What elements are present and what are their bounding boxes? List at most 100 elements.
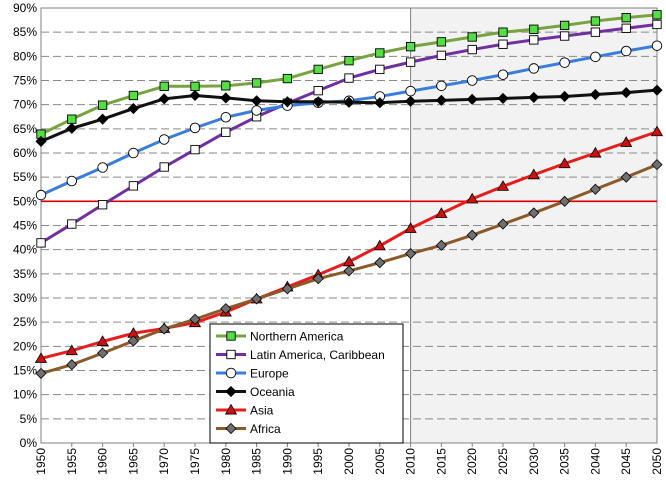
data-point bbox=[652, 10, 662, 20]
y-tick-label: 35% bbox=[13, 267, 37, 281]
legend-swatch-marker bbox=[225, 422, 237, 435]
x-tick-label: 1975 bbox=[188, 448, 202, 475]
data-point bbox=[497, 69, 509, 80]
y-tick-label: 45% bbox=[13, 219, 37, 233]
data-point bbox=[528, 91, 540, 103]
y-tick-label: 0% bbox=[20, 436, 38, 450]
data-point bbox=[620, 136, 633, 147]
data-point bbox=[344, 56, 354, 66]
data-point bbox=[312, 273, 324, 285]
legend-swatch-marker bbox=[224, 403, 238, 415]
data-point bbox=[221, 127, 231, 137]
data-point bbox=[405, 85, 416, 97]
y-tick-label: 80% bbox=[13, 49, 37, 63]
data-point bbox=[66, 175, 78, 187]
data-point bbox=[96, 335, 109, 346]
data-point bbox=[466, 75, 478, 86]
data-point bbox=[467, 32, 477, 42]
x-tick-label: 1970 bbox=[157, 448, 171, 475]
x-tick-label: 2000 bbox=[342, 448, 356, 475]
data-point bbox=[190, 144, 200, 155]
data-point bbox=[589, 183, 601, 195]
legend-entry: Africa bbox=[216, 422, 281, 436]
y-axis-tick-labels: 0% 5% 10% 15% 20% 25% 30% 35% 40% 45% 50% 55% 60% 65%… bbox=[13, 1, 37, 450]
data-point bbox=[651, 40, 663, 51]
x-tick-label: 1985 bbox=[250, 448, 264, 475]
y-tick-label: 50% bbox=[13, 194, 37, 208]
data-point bbox=[435, 239, 447, 251]
data-point bbox=[375, 64, 385, 75]
data-point bbox=[498, 39, 508, 49]
y-tick-label: 85% bbox=[13, 25, 37, 39]
data-point bbox=[405, 95, 417, 107]
data-point bbox=[436, 50, 447, 61]
data-point bbox=[127, 102, 139, 115]
data-point bbox=[405, 42, 416, 52]
data-point bbox=[497, 218, 509, 230]
data-point bbox=[375, 48, 385, 58]
y-tick-label: 60% bbox=[13, 146, 37, 160]
data-point bbox=[529, 35, 539, 45]
data-point bbox=[97, 113, 109, 125]
x-tick-label: 2040 bbox=[588, 448, 602, 475]
data-point bbox=[158, 323, 170, 335]
data-point bbox=[220, 303, 232, 315]
x-tick-label: 2035 bbox=[558, 448, 572, 475]
data-point bbox=[313, 85, 323, 96]
data-point bbox=[97, 100, 108, 110]
data-point bbox=[97, 347, 109, 359]
x-tick-label: 1950 bbox=[34, 448, 48, 475]
data-point bbox=[158, 93, 170, 105]
data-point bbox=[128, 147, 139, 159]
data-point bbox=[527, 168, 540, 180]
legend: Northern America Latin America, Caribbean… bbox=[209, 323, 404, 444]
x-tick-label: 2045 bbox=[619, 448, 633, 475]
data-point bbox=[651, 84, 663, 96]
y-tick-label: 10% bbox=[13, 388, 37, 402]
y-tick-label: 5% bbox=[20, 412, 38, 426]
data-point bbox=[127, 335, 139, 347]
x-axis-tick-labels: 1950 1955 1960 1965 1970 1975 1980 1985 1990 1995… bbox=[34, 448, 664, 475]
series-3 bbox=[35, 84, 663, 147]
x-tick-label: 1955 bbox=[65, 448, 79, 475]
data-point bbox=[589, 88, 601, 101]
data-point bbox=[620, 171, 632, 183]
data-point bbox=[373, 239, 386, 251]
data-point bbox=[36, 238, 46, 248]
data-point bbox=[404, 222, 417, 233]
data-point bbox=[466, 93, 478, 105]
legend-entry: Latin America, Caribbean bbox=[216, 348, 385, 362]
x-tick-label: 2020 bbox=[465, 448, 479, 475]
series-5 bbox=[35, 159, 663, 379]
series-0 bbox=[36, 10, 662, 139]
x-tick-label: 1980 bbox=[219, 448, 233, 475]
y-tick-label: 55% bbox=[13, 170, 37, 184]
legend-entry: Asia bbox=[216, 404, 274, 418]
data-point bbox=[590, 27, 601, 37]
y-tick-label: 75% bbox=[13, 74, 37, 88]
data-point bbox=[651, 159, 663, 171]
x-tick-label: 1965 bbox=[126, 448, 140, 475]
x-tick-label: 2015 bbox=[434, 448, 448, 475]
data-point bbox=[652, 19, 662, 30]
data-point bbox=[559, 57, 570, 68]
legend-label: Latin America, Caribbean bbox=[250, 348, 385, 362]
x-tick-label: 2030 bbox=[527, 448, 541, 475]
data-point bbox=[65, 344, 78, 356]
legend-label: Europe bbox=[250, 367, 289, 381]
data-point bbox=[498, 27, 508, 37]
legend-swatch-marker bbox=[225, 367, 237, 379]
data-point bbox=[189, 122, 201, 134]
data-point bbox=[34, 352, 48, 363]
y-tick-label: 65% bbox=[13, 122, 37, 136]
data-point bbox=[251, 78, 262, 88]
y-tick-label: 15% bbox=[13, 364, 37, 378]
y-tick-label: 30% bbox=[13, 291, 37, 305]
data-point bbox=[221, 81, 231, 91]
data-point bbox=[559, 20, 570, 31]
x-tick-label: 2025 bbox=[496, 448, 510, 475]
data-point bbox=[344, 73, 354, 83]
data-point bbox=[128, 90, 139, 101]
x-tick-label: 1995 bbox=[311, 448, 325, 475]
y-tick-label: 90% bbox=[13, 1, 37, 15]
